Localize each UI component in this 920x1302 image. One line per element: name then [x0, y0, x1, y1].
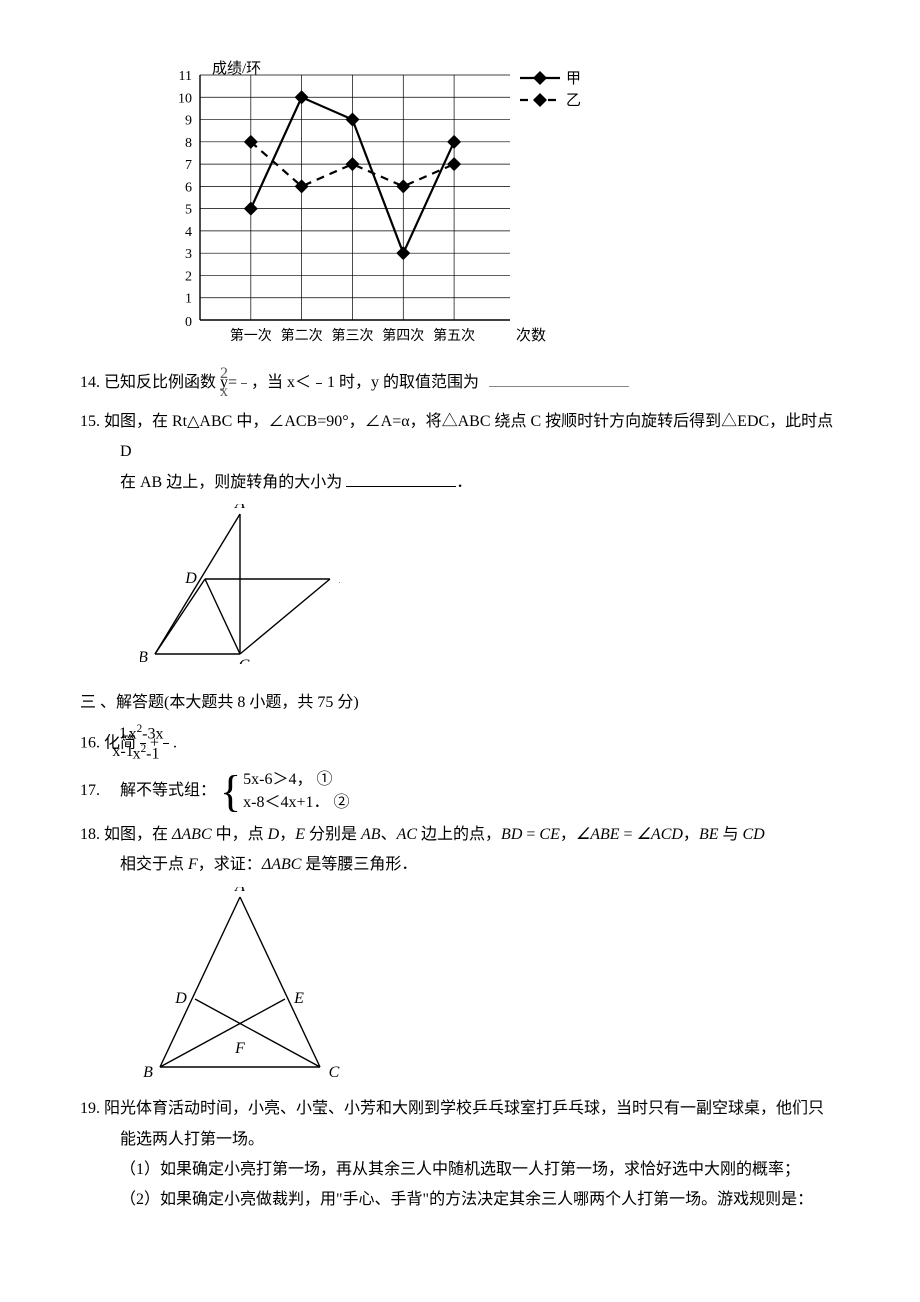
scores-chart: 1 2 3 4 5 6 7 8 9 10 11 第一次第二次第三次第四次第五次 0 成绩/环次数 甲选手乙选… — [140, 60, 840, 356]
svg-text:10: 10 — [178, 91, 192, 106]
q16-frac2: x2-3x x2-1 — [163, 724, 169, 763]
q17-system: 5x-6＞4， ① x-8＜4x+1． ② — [243, 769, 349, 814]
q15-blank — [346, 471, 456, 487]
q16-f2-num: x2-3x — [163, 724, 169, 744]
q14-text-mid: ，当 x＜﹣1 时，y 的取值范围为 — [251, 374, 479, 391]
svg-text:次数: 次数 — [516, 327, 546, 344]
svg-text:第五次: 第五次 — [433, 327, 475, 344]
q15-line1: 如图，在 Rt△ABC 中，∠ACB=90°，∠A=α，将△ABC 绕点 C 按… — [104, 413, 833, 460]
question-14: 14. 已知反比例函数 y= 2 x ，当 x＜﹣1 时，y 的取值范围为 — [80, 366, 840, 401]
svg-text:A: A — [234, 504, 245, 512]
q14-number: 14. — [80, 374, 100, 391]
svg-text:3: 3 — [185, 247, 192, 262]
q17-pre: 解不等式组： — [120, 776, 216, 806]
question-18: 18. 如图，在 ΔABC 中，点 D，E 分别是 AB、AC 边上的点，BD … — [80, 820, 840, 1088]
q16-number: 16. — [80, 734, 100, 751]
q17-number: 17. — [80, 782, 100, 799]
svg-text:0: 0 — [185, 315, 192, 330]
q14-frac-den: x — [241, 384, 247, 401]
svg-text:第四次: 第四次 — [382, 327, 424, 344]
q19-line1: 阳光体育活动时间，小亮、小莹、小芳和大刚到学校乒乓球室打乒乓球，当时只有一副空球… — [104, 1100, 824, 1117]
question-19: 19. 阳光体育活动时间，小亮、小莹、小芳和大刚到学校乒乓球室打乒乓球，当时只有… — [80, 1094, 840, 1216]
q17-row2: x-8＜4x+1． ② — [243, 794, 349, 811]
q14-text-pre: 已知反比例函数 y= — [104, 374, 237, 391]
svg-text:甲选手: 甲选手 — [566, 70, 580, 87]
q17-row1: 5x-6＞4， ① — [243, 771, 332, 788]
svg-text:乙选手: 乙选手 — [566, 92, 580, 109]
svg-text:D: D — [184, 570, 197, 587]
svg-text:2: 2 — [185, 269, 192, 284]
q15-number: 15. — [80, 413, 100, 430]
question-16: 16. 化简 1 x-1 + x2-3x x2-1 . — [80, 724, 840, 763]
q19-line2: 能选两人打第一场。 — [80, 1125, 840, 1155]
svg-text:C: C — [239, 657, 250, 664]
chart-svg: 1 2 3 4 5 6 7 8 9 10 11 第一次第二次第三次第四次第五次 0 成绩/环次数 甲选手乙选… — [140, 60, 580, 345]
svg-text:第二次: 第二次 — [281, 327, 323, 344]
q14-fraction: 2 x — [241, 366, 247, 401]
q19-sub1: （1）如果确定小亮打第一场，再从其余三人中随机选取一人打第一场，求恰好选中大刚的… — [80, 1155, 840, 1185]
svg-text:E: E — [293, 990, 304, 1007]
svg-text:C: C — [329, 1064, 340, 1077]
svg-text:B: B — [143, 1064, 153, 1077]
q14-blank — [489, 371, 629, 387]
q14-frac-num: 2 — [241, 366, 247, 384]
question-15: 15. 如图，在 Rt△ABC 中，∠ACB=90°，∠A=α，将△ABC 绕点… — [80, 407, 840, 676]
svg-text:成绩/环: 成绩/环 — [212, 60, 261, 77]
svg-text:4: 4 — [185, 225, 192, 240]
q16-f2-den: x2-1 — [163, 744, 169, 763]
svg-text:F: F — [234, 1040, 245, 1057]
svg-text:6: 6 — [185, 180, 192, 195]
q16-post: . — [173, 734, 177, 751]
q18-diagram: A D E F B C — [140, 887, 840, 1088]
question-17: 17. 解不等式组： { 5x-6＞4， ① x-8＜4x+1． ② — [80, 769, 840, 814]
q19-number: 19. — [80, 1100, 100, 1117]
svg-text:7: 7 — [185, 158, 192, 173]
q18-svg: A D E F B C — [140, 887, 340, 1077]
q15-line2: 在 AB 边上，则旋转角的大小为 — [120, 474, 342, 491]
svg-text:B: B — [140, 649, 148, 664]
svg-text:第三次: 第三次 — [331, 327, 373, 344]
svg-text:11: 11 — [179, 69, 192, 84]
svg-text:5: 5 — [185, 203, 192, 218]
svg-text:A: A — [234, 887, 245, 895]
svg-text:9: 9 — [185, 114, 192, 129]
q15-svg: A D E B C — [140, 504, 340, 664]
svg-text:8: 8 — [185, 136, 192, 151]
brace-icon: { — [220, 770, 241, 814]
section-3-header: 三 、解答题(本大题共 8 小题，共 75 分) — [80, 688, 840, 718]
svg-text:1: 1 — [185, 292, 192, 307]
q15-diagram: A D E B C — [140, 504, 840, 675]
svg-text:D: D — [174, 990, 187, 1007]
svg-text:第一次: 第一次 — [230, 327, 272, 344]
q18-number: 18. — [80, 826, 100, 843]
svg-text:E: E — [338, 570, 340, 587]
q19-sub2: （2）如果确定小亮做裁判，用"手心、手背"的方法决定其余三人哪两个人打第一场。游… — [80, 1185, 840, 1215]
